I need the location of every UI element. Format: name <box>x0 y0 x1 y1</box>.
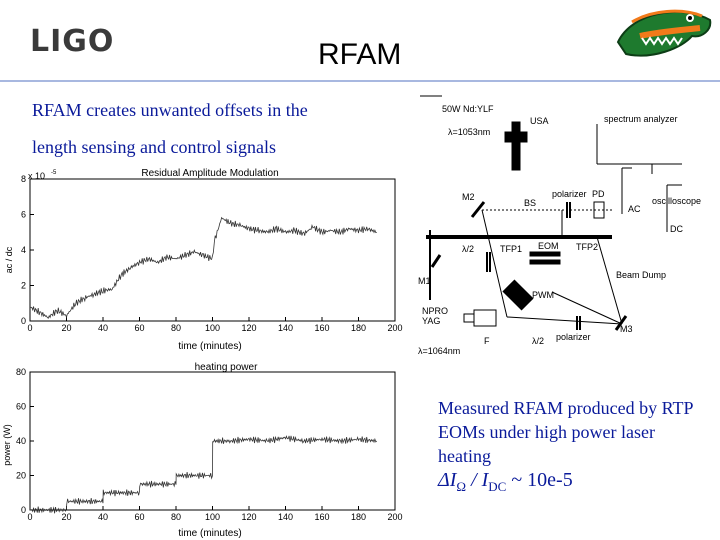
chart-title: Residual Amplitude Modulation <box>141 168 278 179</box>
intro-text-line2: length sensing and control signals <box>32 137 276 157</box>
pwm-label: PWM <box>532 290 554 300</box>
polarizer-bottom-label: polarizer <box>556 332 591 342</box>
dc-label: DC <box>670 224 683 234</box>
series-line <box>29 435 378 514</box>
laser-label: 50W Nd:YLF <box>442 104 494 114</box>
x-tick-label: 40 <box>98 512 108 522</box>
slide-title: RFAM <box>318 38 402 71</box>
y-tick-label: 80 <box>16 367 26 377</box>
x-tick-label: 120 <box>241 512 256 522</box>
x-tick-label: 0 <box>27 323 32 333</box>
y-tick-label: 6 <box>21 210 26 220</box>
formula-suffix: ~ 10e-5 <box>506 469 573 491</box>
y-tick-label: 20 <box>16 471 26 481</box>
chart-xlabel: time (minutes) <box>178 341 241 352</box>
f-label: F <box>484 336 490 346</box>
yag-label: YAG <box>422 316 440 326</box>
pd-label: PD <box>592 189 605 199</box>
half-wave-left-label: λ/2 <box>462 244 474 254</box>
m3-label: M3 <box>620 324 633 334</box>
chart-multiplier: x 10 <box>28 171 45 181</box>
ac-label: AC <box>628 204 641 214</box>
polarizer-top-label: polarizer <box>552 189 587 199</box>
chart-ylabel: ac / dc <box>4 246 14 273</box>
oscilloscope-label: oscilloscope <box>652 196 701 206</box>
y-tick-label: 0 <box>21 316 26 326</box>
formula-subscript: Ω <box>456 479 467 494</box>
y-tick-label: 40 <box>16 436 26 446</box>
title-divider <box>0 80 720 82</box>
formula-prefix: ΔI <box>438 469 457 491</box>
half-wave-bottom-label: λ/2 <box>532 336 544 346</box>
x-tick-label: 80 <box>171 512 181 522</box>
x-tick-label: 20 <box>61 512 71 522</box>
x-tick-label: 160 <box>314 512 329 522</box>
laser-wavelength-label: λ=1053nm <box>448 127 490 137</box>
y-tick-label: 8 <box>21 174 26 184</box>
gator-logo-icon <box>616 9 712 57</box>
heating-power-chart: heating power power (W) time (minutes) 0… <box>2 362 403 539</box>
rfam-formula: ΔIΩ / IDC ~ 10e-5 <box>438 469 573 495</box>
x-tick-label: 80 <box>171 323 181 333</box>
chart-ylabel: power (W) <box>2 424 12 466</box>
rfam-chart: Residual Amplitude Modulation x 10 -5 ac… <box>4 168 403 352</box>
x-tick-label: 140 <box>278 512 293 522</box>
y-tick-label: 0 <box>21 505 26 515</box>
y-tick-label: 4 <box>21 245 26 255</box>
m2-label: M2 <box>462 192 475 202</box>
npro-label: NPRO <box>422 306 448 316</box>
x-tick-label: 180 <box>351 323 366 333</box>
x-tick-label: 40 <box>98 323 108 333</box>
usa-label: USA <box>530 116 549 126</box>
chart-xlabel: time (minutes) <box>178 528 241 539</box>
chart-title: heating power <box>195 362 258 373</box>
beam-dump-label: Beam Dump <box>616 270 666 280</box>
tfp2-label: TFP2 <box>576 242 598 252</box>
x-tick-label: 20 <box>61 323 71 333</box>
plot-frame <box>29 371 396 511</box>
caption-text: Measured RFAM produced by RTP EOMs under… <box>438 398 693 466</box>
eom-label: EOM <box>538 241 559 251</box>
x-tick-label: 200 <box>387 323 402 333</box>
x-tick-label: 100 <box>205 323 220 333</box>
setup-diagram: 50W Nd:YLF λ=1053nm USA spectrum analyze… <box>418 95 701 356</box>
chart-multiplier-exponent: -5 <box>51 170 57 176</box>
x-tick-label: 60 <box>134 323 144 333</box>
x-tick-label: 140 <box>278 323 293 333</box>
ligo-logo: LIGO <box>30 24 115 59</box>
source-wavelength-label: λ=1064nm <box>418 346 460 356</box>
formula-subscript2: DC <box>488 479 507 494</box>
m1-label: M1 <box>418 276 431 286</box>
x-tick-label: 60 <box>134 512 144 522</box>
series-line <box>29 216 377 319</box>
x-tick-label: 180 <box>351 512 366 522</box>
x-tick-label: 120 <box>241 323 256 333</box>
x-tick-label: 160 <box>314 323 329 333</box>
tfp1-label: TFP1 <box>500 244 522 254</box>
spectrum-analyzer-label: spectrum analyzer <box>604 114 678 124</box>
x-tick-label: 0 <box>27 512 32 522</box>
y-tick-label: 60 <box>16 402 26 412</box>
y-tick-label: 2 <box>21 281 26 291</box>
x-tick-label: 100 <box>205 512 220 522</box>
intro-text-line1: RFAM creates unwanted offsets in the <box>32 100 308 120</box>
bs-label: BS <box>524 198 536 208</box>
x-tick-label: 200 <box>387 512 402 522</box>
formula-divider: / I <box>466 469 489 491</box>
